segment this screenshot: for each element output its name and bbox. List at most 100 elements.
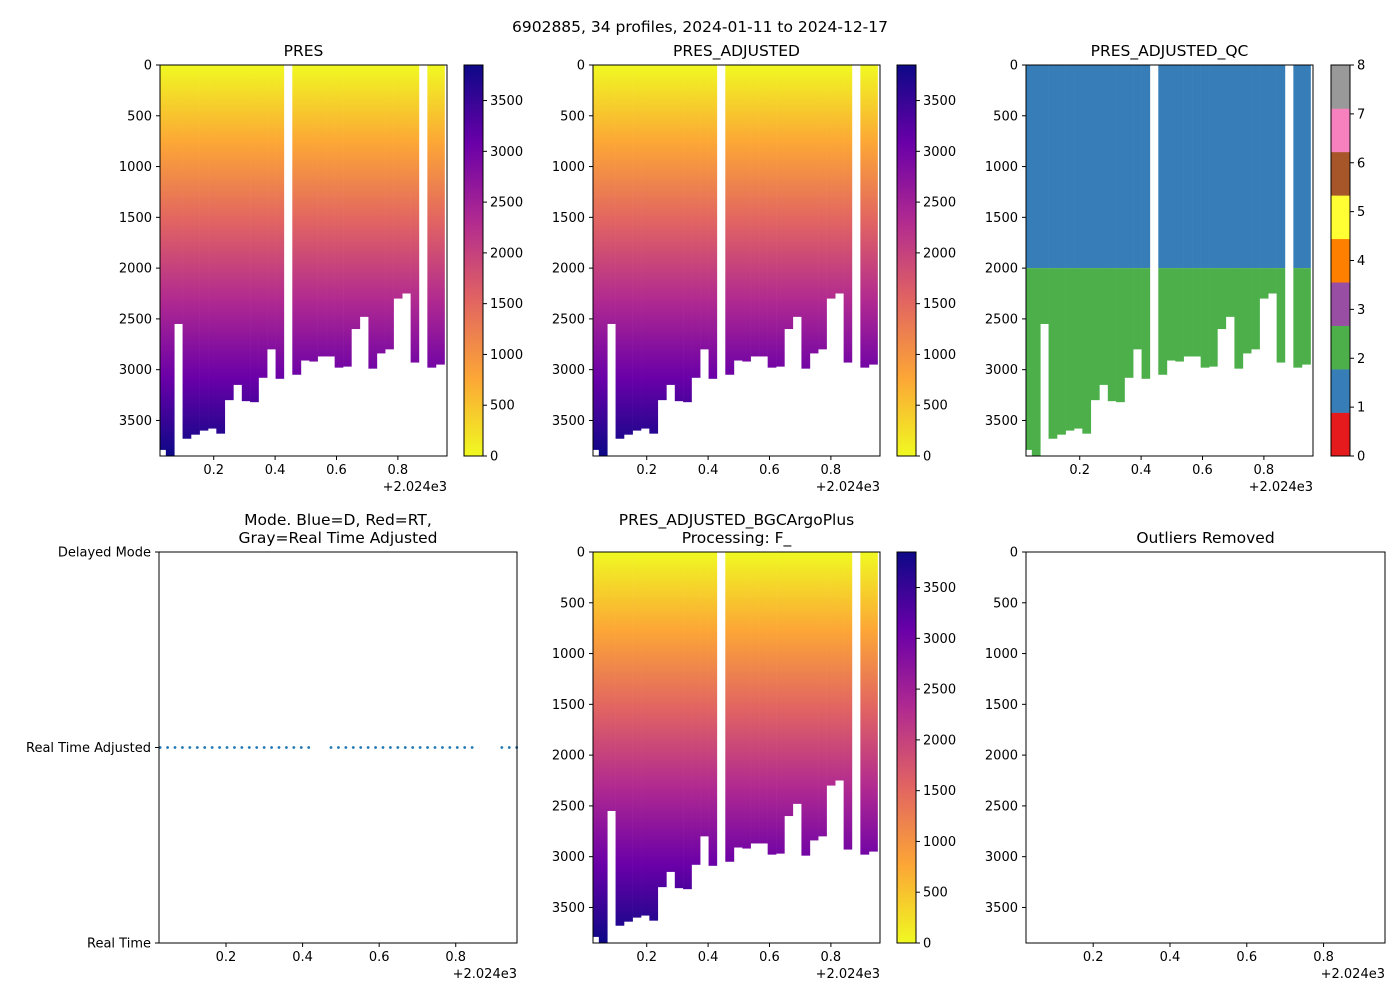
pres-adjusted-qc-colorbar-tick-label: 6 (1357, 156, 1365, 171)
pres-adjusted-qc-profile-qc2 (1175, 268, 1184, 362)
bgc-plus-profile (683, 552, 692, 890)
pres-colorbar (463, 64, 484, 457)
bgc-plus-profile (860, 552, 870, 855)
mode-point (285, 746, 288, 749)
mode-point (210, 746, 214, 749)
pres-adjusted-profile (700, 65, 709, 350)
pres-adjusted-qc-profile-qc1 (1107, 65, 1117, 269)
bgc-plus-colorbar-tick-label: 1000 (923, 835, 956, 850)
pres-adjusted-profile (632, 65, 642, 431)
bgc-plus-xtick-label: 0.6 (759, 950, 780, 965)
pres-adjusted-colorbar-tick-label: 500 (923, 399, 948, 414)
mode-point (166, 746, 169, 749)
pres-adjusted-qc-profile-qc1 (1158, 65, 1168, 269)
bgc-plus-ytick-label: 3000 (552, 850, 585, 865)
mode-point (500, 746, 504, 749)
pres-adjusted-ytick-label: 1500 (552, 211, 585, 226)
mode-xtick-label: 0.6 (369, 950, 390, 965)
pres-colorbar-tick-label: 3000 (490, 145, 523, 160)
mode-point (396, 746, 400, 749)
mode-point (270, 746, 273, 749)
pres-adjusted-qc-frame (1025, 64, 1314, 457)
pres-profile (317, 65, 327, 357)
pres-adjusted-qc-profile-qc2 (1209, 268, 1218, 367)
pres-title: PRES (284, 42, 324, 60)
bgc-plus-title: PRES_ADJUSTED_BGCArgoPlus (619, 511, 855, 530)
pres-adjusted-qc-colorbar-segment (1331, 412, 1350, 457)
pres-adjusted-qc-profile-qc1 (1031, 65, 1041, 269)
pres-adjusted-xtick-label: 0.4 (698, 463, 719, 478)
mode-point (351, 746, 355, 749)
pres-colorbar-tick-label: 1000 (490, 348, 523, 363)
pres-adjusted-profile (826, 65, 836, 299)
pres-adjusted-qc-profile-qc2 (1242, 268, 1252, 354)
pres-adjusted-ytick-label: 1000 (552, 160, 585, 175)
pres-adjusted-ytick-label: 3500 (552, 414, 585, 429)
mode-point (337, 746, 340, 749)
pres-adjusted-ytick-label: 3000 (552, 363, 585, 378)
bgc-plus-profiles (593, 552, 878, 943)
pres-adjusted-qc-profile-qc1 (1192, 65, 1201, 269)
pres-profile (165, 65, 175, 456)
pres-adjusted-qc-xtick-label: 0.8 (1254, 463, 1275, 478)
bgc-plus-colorbar-tick-label: 1500 (923, 784, 956, 799)
bgc-plus-colorbar (896, 551, 917, 944)
pres-adjusted-qc-profile-qc2 (1116, 268, 1125, 403)
pres-ytick-label: 2500 (119, 312, 152, 327)
pres-adjusted-qc-panel: 0 500 1000 1500 2000 2500 3000 3500 0.2 0.4 0.6 0.8… (985, 42, 1365, 495)
pres-profile (241, 65, 251, 402)
pres-adjusted-profile (657, 65, 667, 401)
mode-point (188, 746, 192, 749)
pres-adjusted-qc-profile-qc2 (1031, 268, 1041, 456)
mode-point (247, 746, 251, 749)
pres-profile (393, 65, 403, 299)
pres-profile (258, 65, 268, 378)
pres-colorbar-tick-label: 2500 (490, 196, 523, 211)
pres-adjusted-profile (691, 65, 701, 378)
pres-adjusted-qc-colorbar-tick-label: 2 (1357, 352, 1365, 367)
pres-profile (359, 65, 369, 317)
pres-profile (385, 65, 394, 350)
outliers-title: Outliers Removed (1136, 529, 1274, 547)
pres-adjusted-qc-colorbar-tick-label: 1 (1357, 401, 1365, 416)
pres-adjusted-profile (649, 65, 659, 434)
pres-ytick-label: 1000 (119, 160, 152, 175)
bgc-plus-profile (784, 552, 794, 817)
bgc-plus-colorbar-tick-label: 500 (923, 886, 948, 901)
pres-adjusted-qc-profile-qc1 (1183, 65, 1193, 269)
pres-adjusted-qc-profile-qc1 (1082, 65, 1092, 269)
bgc-plus-profile (691, 552, 701, 865)
outliers-xtick-label: 0.2 (1083, 950, 1104, 965)
pres-adjusted-qc-x-offset: +2.024e3 (1249, 480, 1313, 495)
pres-adjusted-qc-ytick-label: 1500 (985, 211, 1018, 226)
pres-adjusted-profile (843, 65, 853, 363)
mode-point (255, 746, 259, 749)
pres-adjusted-profile (742, 65, 751, 362)
figure-suptitle: 6902885, 34 profiles, 2024-01-11 to 2024… (512, 18, 888, 36)
bgc-plus-ytick-label: 1000 (552, 647, 585, 662)
bgc-plus-profile (776, 552, 785, 854)
pres-colorbar-tick-label: 0 (490, 450, 498, 465)
pres-colorbar-tick-label: 3500 (490, 94, 523, 109)
pres-adjusted-qc-profile-qc2 (1107, 268, 1117, 402)
bgc-plus-profile (868, 552, 878, 852)
pres-adjusted-qc-colorbar-tick-label: 4 (1357, 254, 1365, 269)
pres-profile (326, 65, 335, 357)
pres-adjusted-qc-profile-qc2 (1082, 268, 1092, 434)
pres-colorbar-tick-label: 1500 (490, 297, 523, 312)
outliers-xtick-label: 0.6 (1236, 950, 1257, 965)
bgc-plus-profile (801, 552, 811, 856)
pres-adjusted-qc-profile-qc1 (1293, 65, 1303, 269)
pres-adjusted-qc-profile-qc1 (1234, 65, 1244, 269)
pres-ytick-label: 3500 (119, 414, 152, 429)
pres-profile (208, 65, 217, 429)
bgc-plus-profile (598, 552, 608, 943)
pres-adjusted-qc-profile-qc1 (1048, 65, 1058, 269)
pres-ytick-label: 3000 (119, 363, 152, 378)
bgc-plus-profile (843, 552, 853, 850)
mode-xtick-label: 0.4 (292, 950, 313, 965)
pres-profile (343, 65, 352, 367)
mode-point (195, 746, 199, 749)
pres-adjusted-profile (759, 65, 768, 357)
pres-profile (275, 65, 285, 379)
